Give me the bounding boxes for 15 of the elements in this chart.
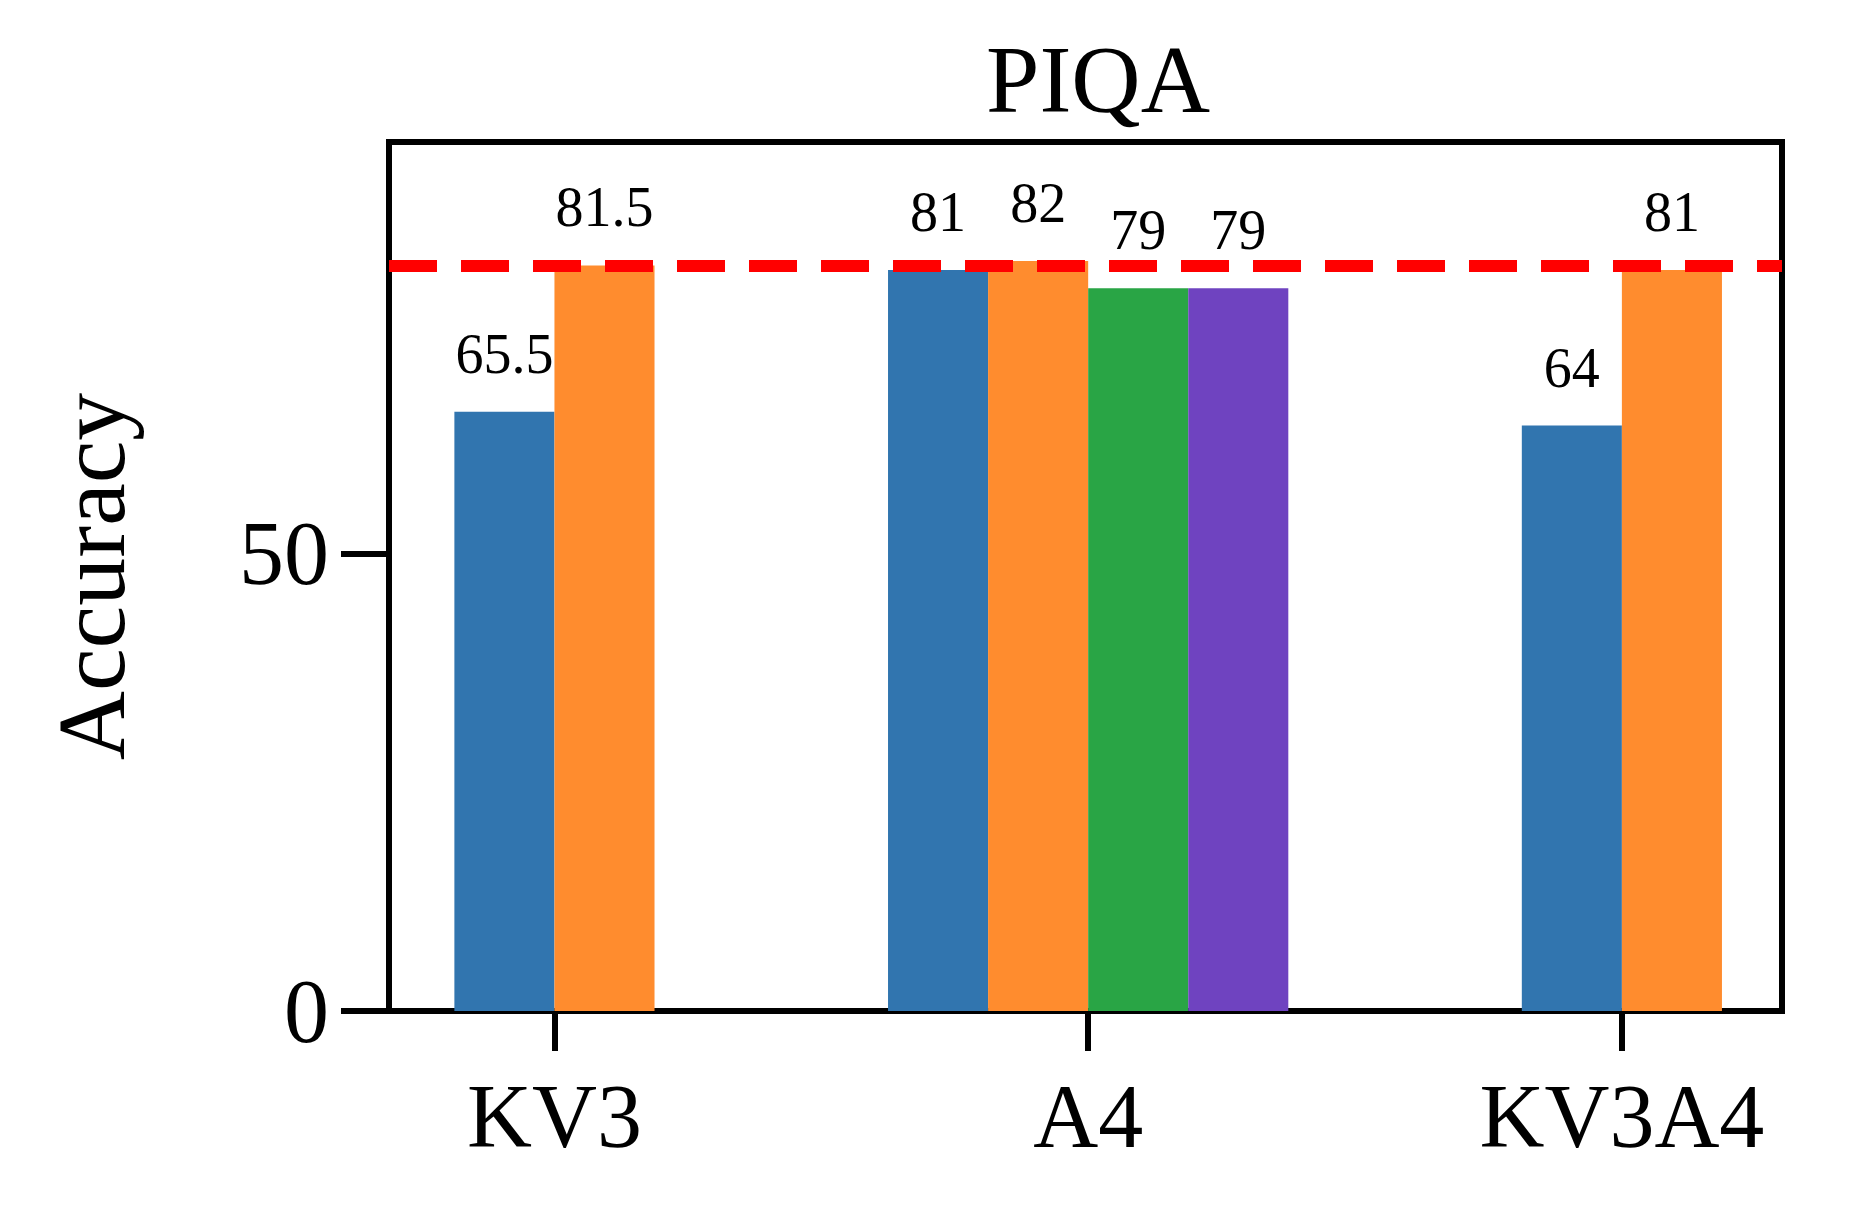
- chart-title: PIQA: [985, 25, 1211, 133]
- data-label: 81: [910, 181, 967, 244]
- data-label: 81.5: [555, 176, 654, 239]
- y-axis-title: Accuracy: [37, 392, 145, 761]
- y-tick-label: 0: [284, 961, 329, 1061]
- data-label: 82: [1010, 171, 1067, 234]
- x-tick-label: A4: [1033, 1066, 1144, 1166]
- data-label: 65.5: [455, 322, 554, 385]
- data-label: 81: [1643, 181, 1700, 244]
- data-label: 64: [1543, 336, 1600, 399]
- y-tick-label: 50: [239, 504, 329, 604]
- data-label: 79: [1110, 199, 1167, 262]
- x-tick-label: KV3: [466, 1066, 642, 1166]
- data-label: 79: [1210, 199, 1267, 262]
- x-tick-label: KV3A4: [1479, 1066, 1765, 1166]
